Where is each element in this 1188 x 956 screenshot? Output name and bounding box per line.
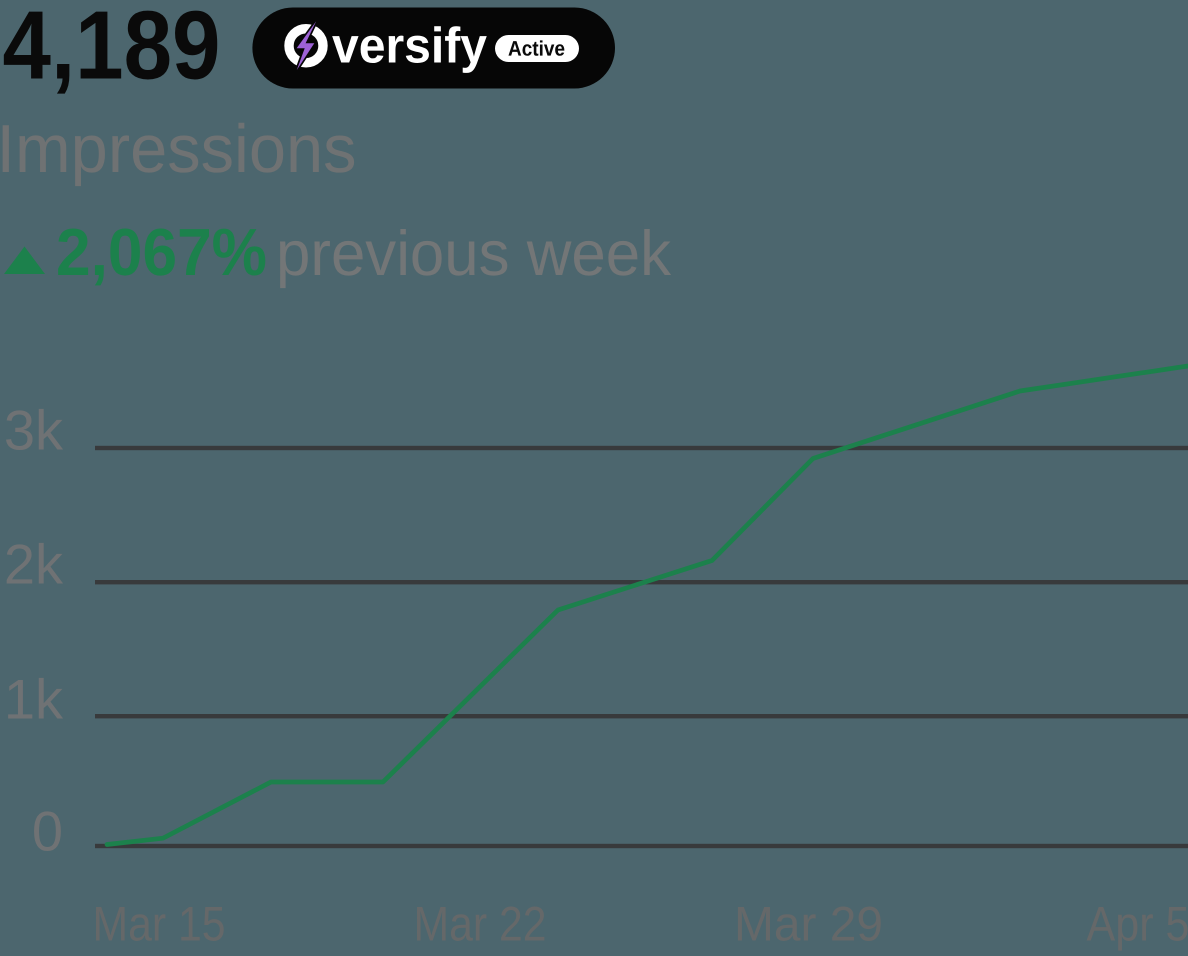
- svg-text:2k: 2k: [4, 533, 64, 596]
- svg-text:3k: 3k: [4, 399, 64, 462]
- svg-text:4,189: 4,189: [3, 0, 221, 100]
- svg-text:Impressions: Impressions: [0, 111, 357, 187]
- svg-text:versify: versify: [332, 17, 487, 73]
- svg-text:1k: 1k: [4, 668, 64, 731]
- svg-text:Mar 15: Mar 15: [93, 898, 226, 952]
- svg-text:previous week: previous week: [276, 219, 671, 289]
- svg-text:Mar 29: Mar 29: [734, 898, 883, 952]
- svg-text:Apr 5: Apr 5: [1087, 898, 1188, 952]
- svg-text:Mar 22: Mar 22: [414, 898, 547, 952]
- svg-text:0: 0: [32, 800, 63, 863]
- svg-text:2,067%: 2,067%: [56, 216, 267, 290]
